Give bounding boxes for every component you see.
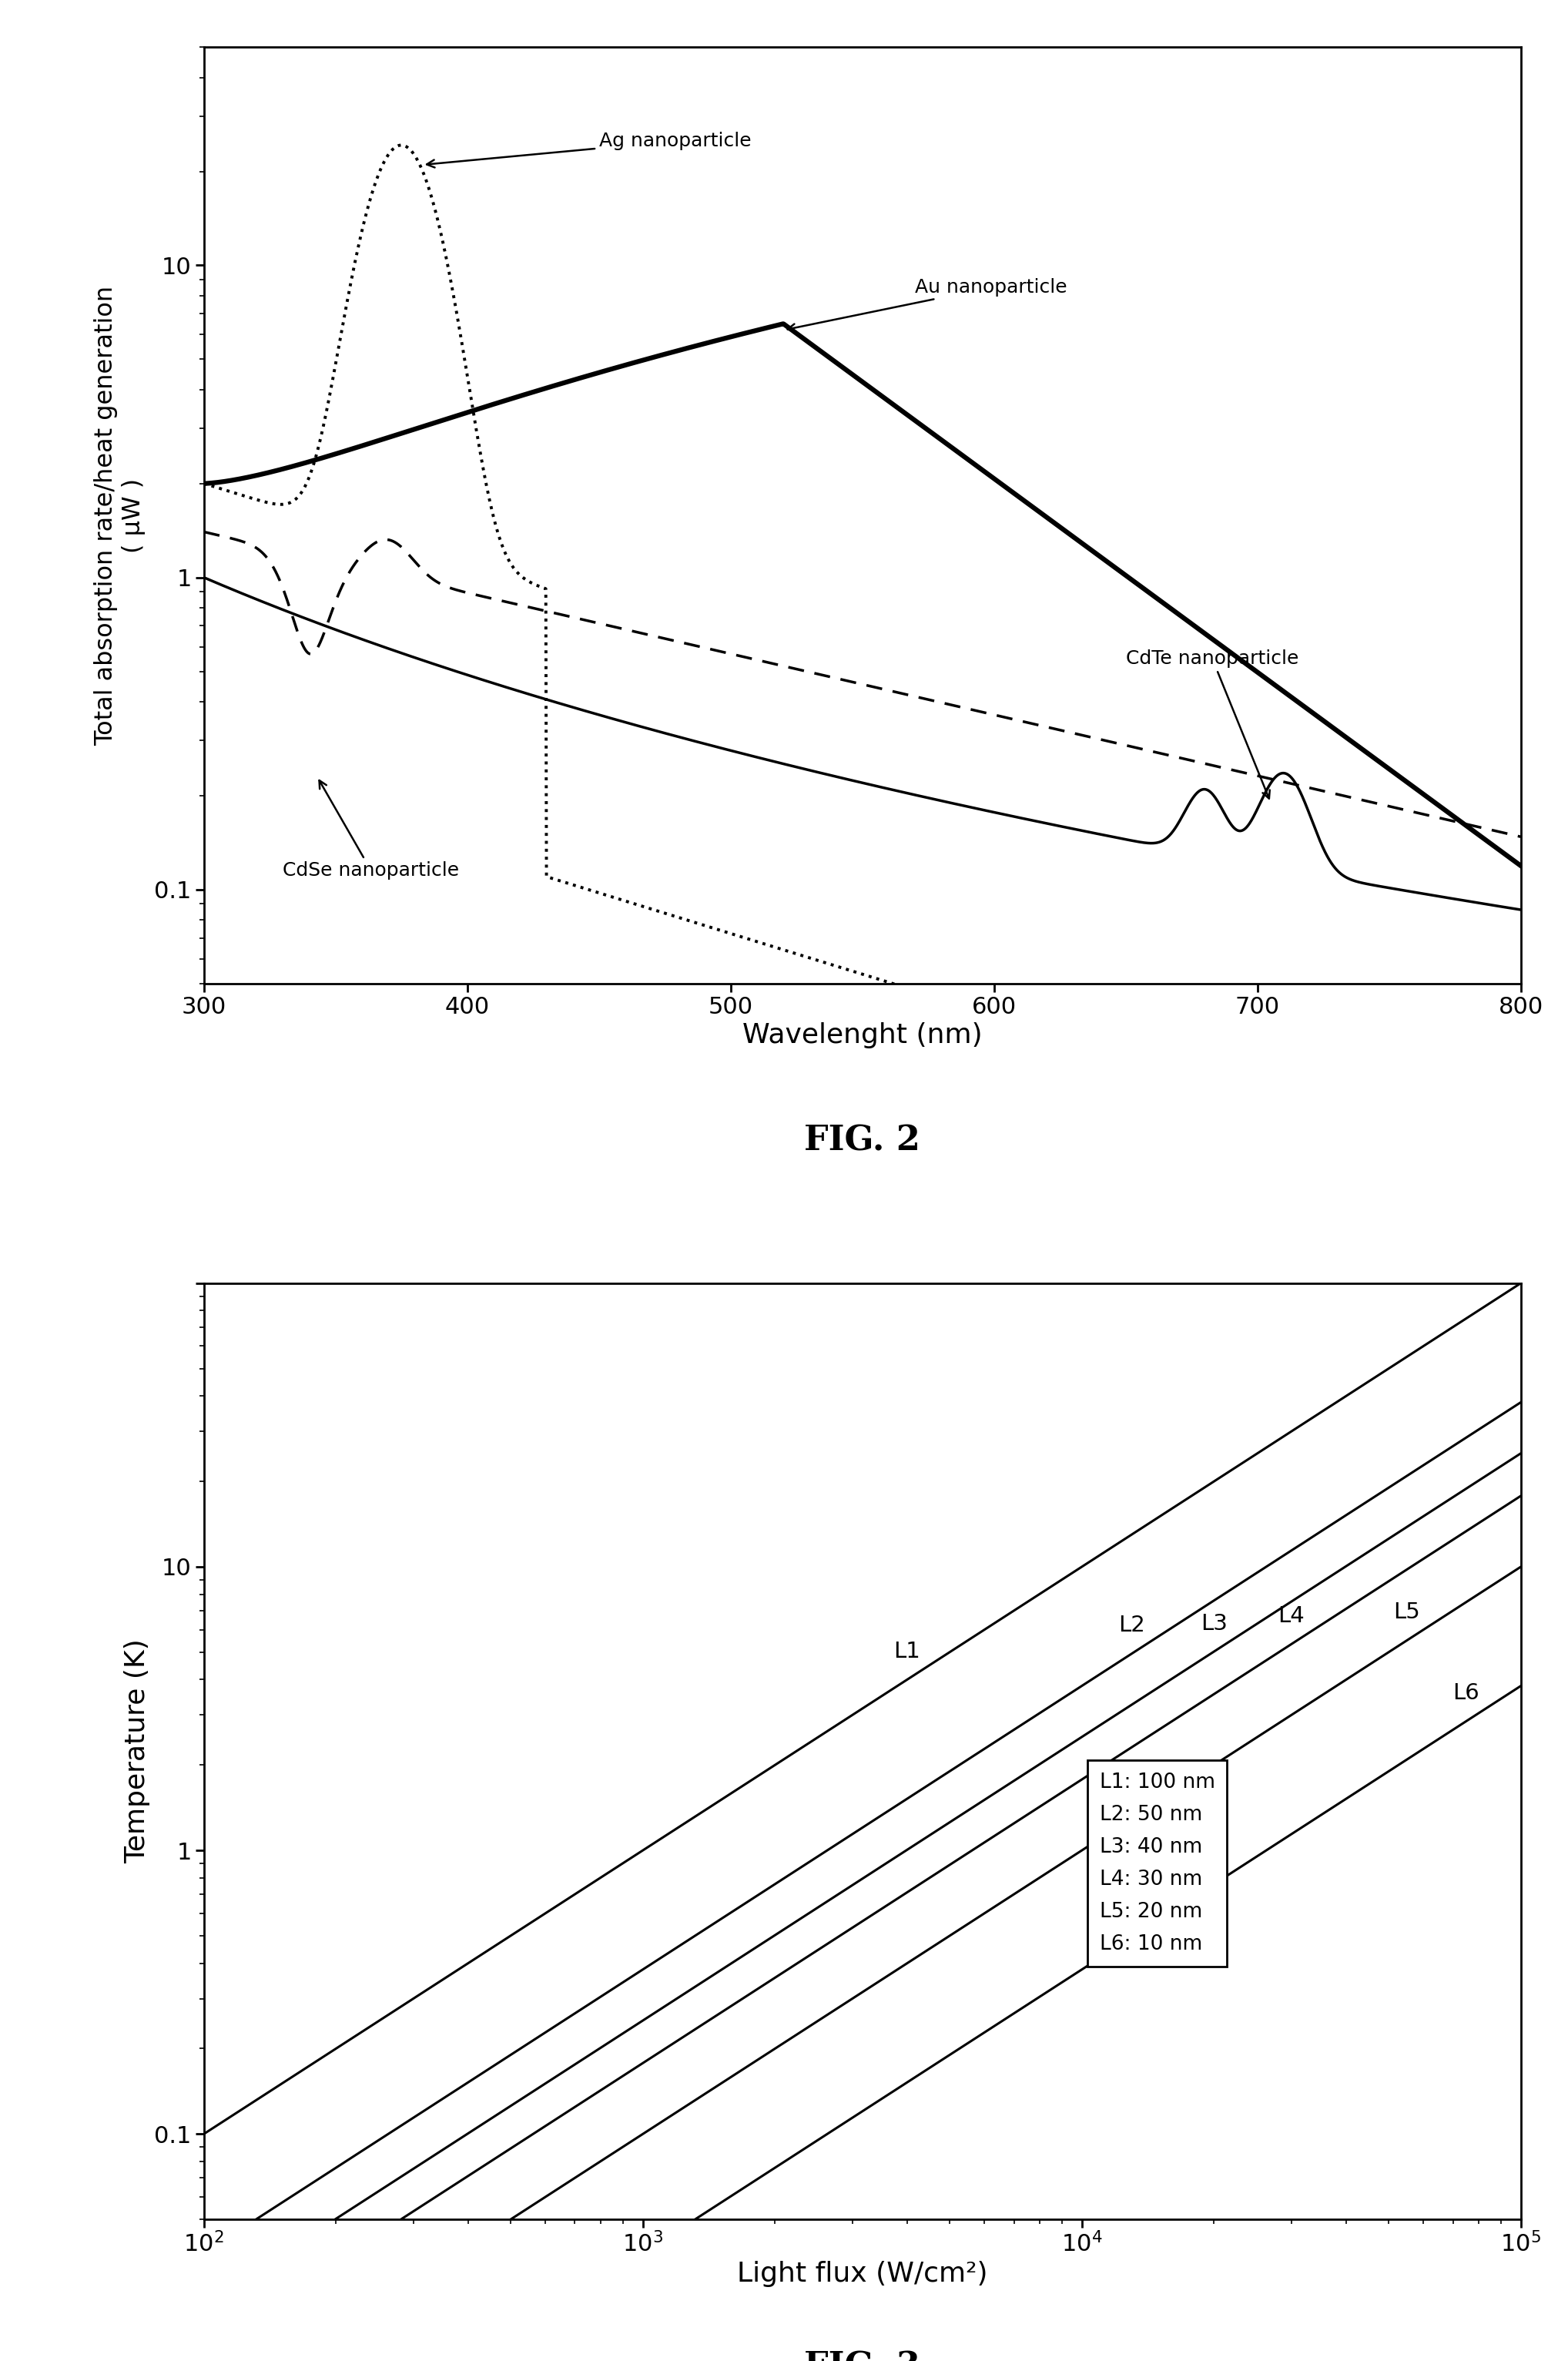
Text: Au nanoparticle: Au nanoparticle: [787, 279, 1068, 331]
Text: L5: L5: [1394, 1601, 1421, 1622]
X-axis label: Light flux (W/cm²): Light flux (W/cm²): [737, 2262, 988, 2288]
Text: L1: 100 nm
L2: 50 nm
L3: 40 nm
L4: 30 nm
L5: 20 nm
L6: 10 nm: L1: 100 nm L2: 50 nm L3: 40 nm L4: 30 nm…: [1099, 1773, 1215, 1955]
Text: Ag nanoparticle: Ag nanoparticle: [426, 132, 751, 168]
Text: CdTe nanoparticle: CdTe nanoparticle: [1126, 649, 1298, 798]
Text: L2: L2: [1118, 1615, 1145, 1636]
Text: L3: L3: [1201, 1613, 1228, 1634]
X-axis label: Wavelenght (nm): Wavelenght (nm): [742, 1022, 983, 1048]
Text: FIG. 3: FIG. 3: [804, 2352, 920, 2361]
Text: L4: L4: [1278, 1605, 1305, 1627]
Text: L6: L6: [1452, 1683, 1480, 1705]
Text: CdSe nanoparticle: CdSe nanoparticle: [282, 781, 459, 881]
Y-axis label: Total absorption rate/heat generation
( μW ): Total absorption rate/heat generation ( …: [94, 286, 146, 746]
Text: L1: L1: [894, 1641, 920, 1662]
Y-axis label: Temperature (K): Temperature (K): [124, 1639, 151, 1863]
Text: FIG. 2: FIG. 2: [804, 1124, 920, 1157]
